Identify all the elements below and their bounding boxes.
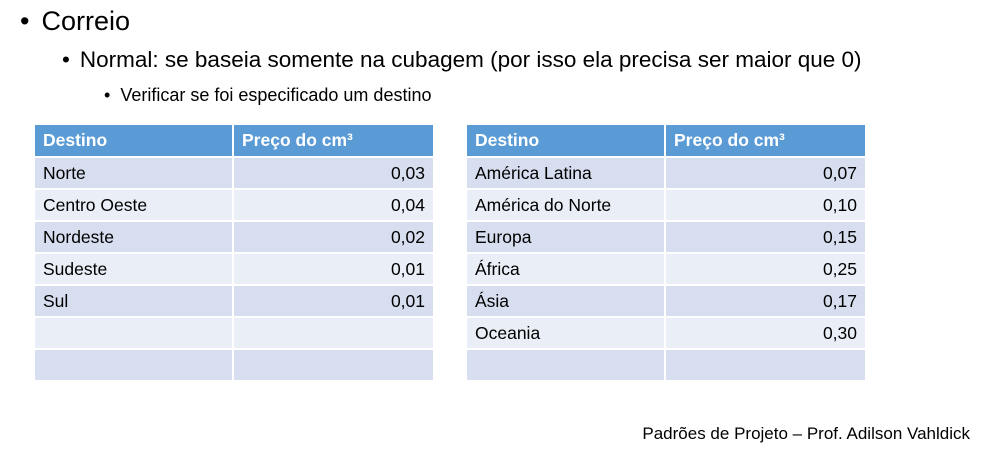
table-row: Ásia 0,17 [467, 286, 865, 318]
cell-destino: África [467, 254, 666, 286]
bullet-level2: • Normal: se baseia somente na cubagem (p… [62, 45, 862, 75]
cell-destino: Centro Oeste [35, 190, 234, 222]
cell-destino: Europa [467, 222, 666, 254]
table-row: África 0,25 [467, 254, 865, 286]
table-row: Europa 0,15 [467, 222, 865, 254]
column-header-preco: Preço do cm³ [666, 125, 865, 158]
table-row: América do Norte 0,10 [467, 190, 865, 222]
cell-destino [467, 350, 666, 382]
cell-destino [35, 318, 234, 350]
cell-preco: 0,01 [234, 286, 433, 318]
table-header-row: Destino Preço do cm³ [467, 125, 865, 158]
bullet-level1: • Correio [20, 4, 130, 38]
cell-preco: 0,17 [666, 286, 865, 318]
cell-preco: 0,02 [234, 222, 433, 254]
bullet-level2-text: Normal: se baseia somente na cubagem (po… [79, 47, 862, 72]
table-row [467, 350, 865, 382]
bullet-dot-icon: • [104, 85, 111, 105]
table-header-row: Destino Preço do cm³ [35, 125, 433, 158]
table-row: Norte 0,03 [35, 158, 433, 190]
cell-preco: 0,01 [234, 254, 433, 286]
cell-destino: Sudeste [35, 254, 234, 286]
cell-preco: 0,07 [666, 158, 865, 190]
cell-preco: 0,15 [666, 222, 865, 254]
table-row: Sul 0,01 [35, 286, 433, 318]
cell-destino: Nordeste [35, 222, 234, 254]
table-row: Oceania 0,30 [467, 318, 865, 350]
column-header-preco: Preço do cm³ [234, 125, 433, 158]
column-header-destino: Destino [467, 125, 666, 158]
cell-preco: 0,25 [666, 254, 865, 286]
bullet-level3: • Verificar se foi especificado um destin… [104, 82, 431, 108]
table-world-regions: Destino Preço do cm³ América Latina 0,07… [467, 125, 865, 382]
cell-preco [234, 350, 433, 382]
table-row: Centro Oeste 0,04 [35, 190, 433, 222]
table-brazil-regions: Destino Preço do cm³ Norte 0,03 Centro O… [35, 125, 433, 382]
cell-preco: 0,10 [666, 190, 865, 222]
bullet-level1-text: Correio [41, 6, 130, 36]
cell-destino: Ásia [467, 286, 666, 318]
cell-preco [666, 350, 865, 382]
cell-destino: Sul [35, 286, 234, 318]
table-row [35, 318, 433, 350]
slide-footer: Padrões de Projeto – Prof. Adilson Vahld… [642, 424, 970, 443]
bullet-level3-text: Verificar se foi especificado um destino [120, 85, 432, 105]
cell-destino: Oceania [467, 318, 666, 350]
cell-destino: Norte [35, 158, 234, 190]
bullet-dot-icon: • [62, 47, 70, 72]
cell-destino: América Latina [467, 158, 666, 190]
table-row: Nordeste 0,02 [35, 222, 433, 254]
table-row: Sudeste 0,01 [35, 254, 433, 286]
table-row [35, 350, 433, 382]
column-header-destino: Destino [35, 125, 234, 158]
table-row: América Latina 0,07 [467, 158, 865, 190]
cell-preco: 0,04 [234, 190, 433, 222]
bullet-dot-icon: • [20, 6, 30, 36]
cell-destino: América do Norte [467, 190, 666, 222]
cell-preco [234, 318, 433, 350]
cell-preco: 0,03 [234, 158, 433, 190]
cell-destino [35, 350, 234, 382]
cell-preco: 0,30 [666, 318, 865, 350]
